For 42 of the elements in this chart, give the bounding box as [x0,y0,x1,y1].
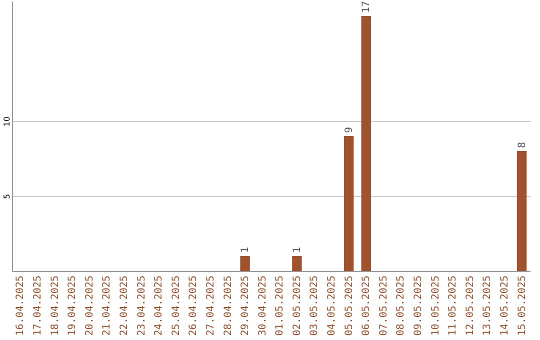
x-tick-label: 15.05.2025 [516,276,528,336]
x-tick-label: 24.04.2025 [154,276,165,336]
x-tick-label: 16.04.2025 [15,276,26,336]
x-tick-label: 08.05.2025 [396,276,407,336]
y-tick-label: 5 [2,194,12,200]
bar [240,256,250,271]
x-tick-label: 18.04.2025 [50,276,61,336]
bar [516,151,527,271]
x-tick-label: 09.05.2025 [413,276,424,336]
data-label: 8 [516,142,528,148]
x-tick-label: 03.05.2025 [309,276,320,336]
x-tick-label: 01.05.2025 [274,276,286,336]
x-tick-label: 29.04.2025 [240,276,252,336]
x-tick-label: 30.04.2025 [257,276,268,336]
x-tick-label: 27.04.2025 [205,276,216,336]
x-tick-label: 10.05.2025 [430,276,442,336]
bar [292,256,302,271]
x-tick-label: 25.04.2025 [170,276,182,336]
bar [344,136,354,271]
data-label: 17 [361,0,372,13]
x-tick-label: 11.05.2025 [448,276,459,336]
bar [361,16,371,271]
x-tick-label: 06.05.2025 [361,276,372,336]
data-label: 1 [240,246,252,253]
data-label: 1 [292,246,303,253]
x-tick-label: 07.05.2025 [378,276,390,336]
data-label: 9 [344,126,355,133]
x-tick-label: 23.04.2025 [136,276,148,336]
x-tick-label: 05.05.2025 [344,276,355,336]
x-tick-label: 13.05.2025 [482,276,494,336]
x-tick-label: 19.04.2025 [67,276,78,336]
x-tick-label: 12.05.2025 [464,276,476,336]
x-tick-label: 14.05.2025 [499,276,510,336]
x-tick-label: 02.05.2025 [292,276,303,336]
x-tick-label: 20.04.2025 [84,276,96,336]
x-tick-label: 21.04.2025 [102,276,113,336]
x-tick-label: 22.04.2025 [118,276,130,336]
x-tick-label: 28.04.2025 [222,276,234,336]
x-tick-label: 04.05.2025 [326,276,338,336]
x-tick-label: 17.04.2025 [32,276,44,336]
y-tick-label: 10 [2,116,12,127]
x-tick-label: 26.04.2025 [188,276,200,336]
